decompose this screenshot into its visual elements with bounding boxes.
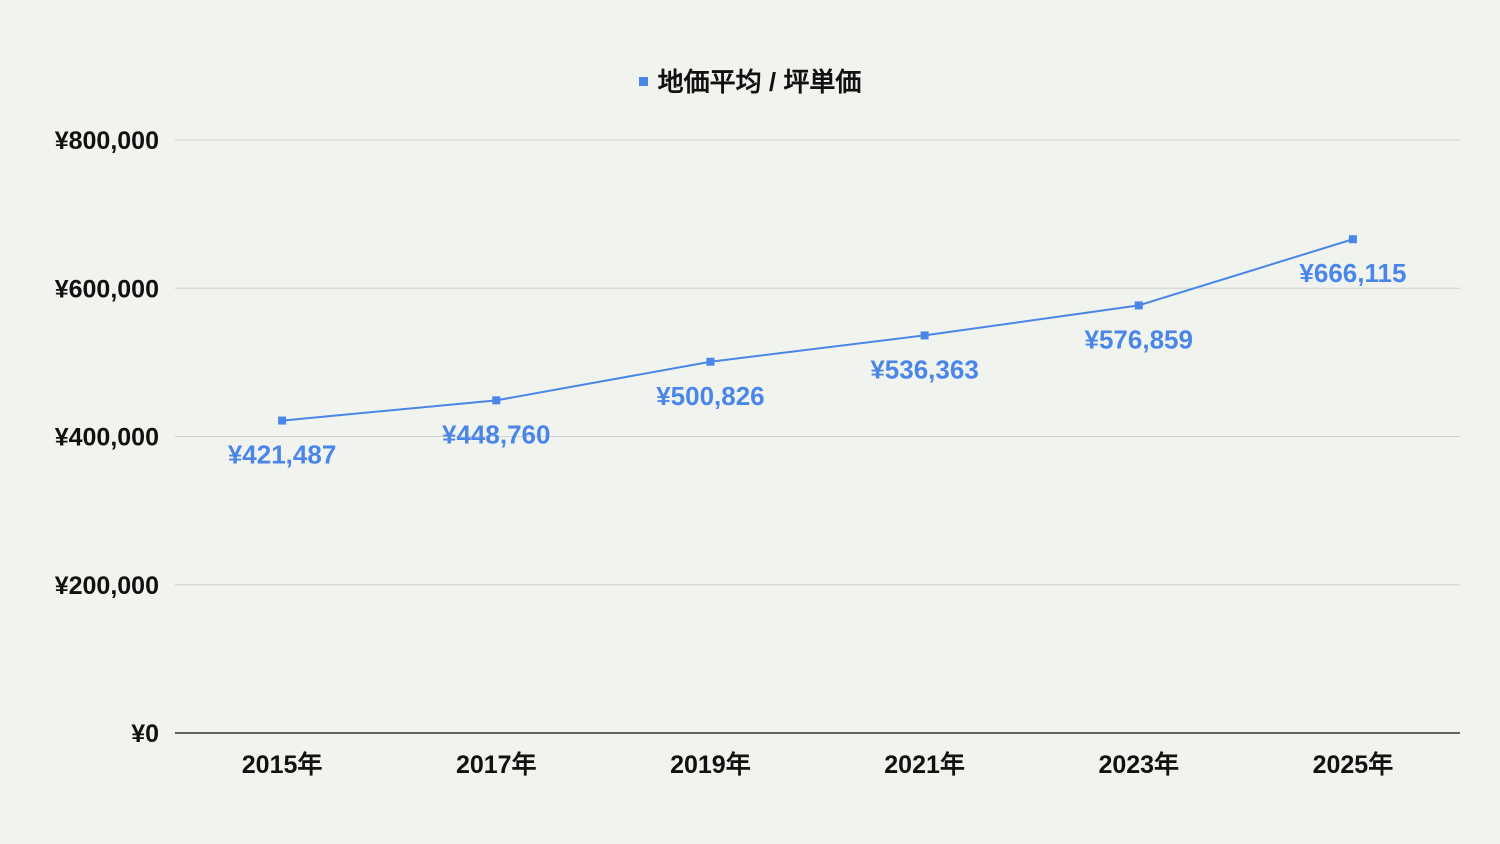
- x-tick-label: 2015年: [242, 750, 323, 779]
- chart-legend: 地価平均 / 坪単価: [0, 62, 1500, 99]
- data-label: ¥536,363: [870, 354, 978, 384]
- y-tick-label: ¥800,000: [55, 127, 159, 155]
- data-label: ¥500,826: [656, 381, 764, 411]
- y-tick-label: ¥600,000: [55, 275, 159, 303]
- legend-swatch: [638, 76, 648, 86]
- data-point: [1134, 301, 1143, 310]
- data-label: ¥576,859: [1085, 324, 1193, 354]
- data-point: [920, 331, 929, 340]
- data-point: [1348, 235, 1357, 244]
- y-tick-label: ¥200,000: [55, 572, 159, 600]
- legend-series-label: 地価平均 / 坪単価: [657, 67, 862, 97]
- x-tick-label: 2019年: [670, 750, 751, 779]
- data-point: [706, 357, 715, 366]
- y-tick-label: ¥0: [131, 720, 159, 748]
- y-tick-label: ¥400,000: [55, 424, 159, 452]
- data-label: ¥421,487: [228, 440, 336, 470]
- series-line: [281, 238, 1354, 422]
- data-point: [278, 416, 287, 425]
- x-tick-label: 2025年: [1313, 750, 1394, 779]
- x-tick-label: 2021年: [884, 750, 965, 779]
- x-tick-label: 2017年: [456, 750, 537, 779]
- data-point: [492, 396, 501, 405]
- data-label: ¥666,115: [1299, 258, 1406, 288]
- data-label: ¥448,760: [442, 419, 550, 449]
- x-tick-label: 2023年: [1098, 750, 1179, 779]
